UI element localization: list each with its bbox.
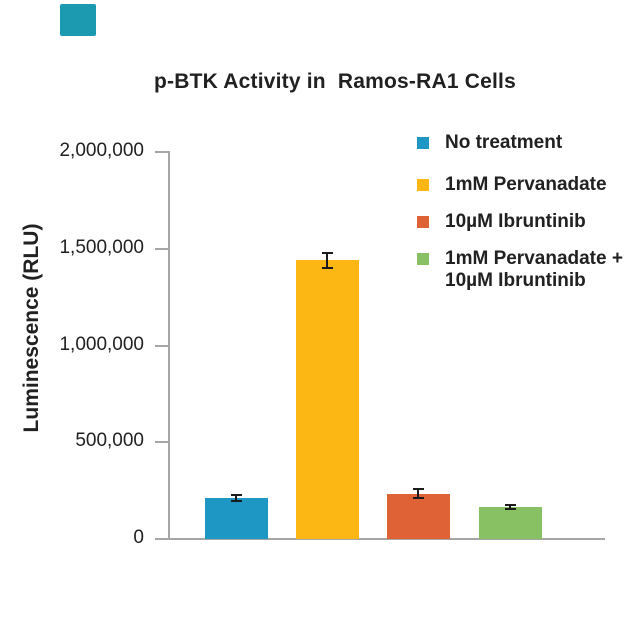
error-bar-cap-bottom [412, 497, 424, 500]
error-bar-cap-bottom [321, 267, 333, 270]
bar-no-treatment [204, 498, 268, 539]
y-tick-label: 2,000,000 [59, 140, 144, 161]
legend-swatch-10um-ibruntinib [417, 216, 429, 228]
legend-label: 1mM Pervanadate + 10µM Ibruntinib [445, 248, 623, 291]
y-tick-label: 1,000,000 [59, 333, 144, 355]
bar-1mm-pervanadate [295, 260, 359, 539]
y-tick [155, 441, 168, 444]
error-bar-cap-top [321, 251, 333, 254]
error-bar-line [509, 505, 511, 509]
y-tick-label: 0 [133, 527, 144, 548]
error-bar-cap-bottom [230, 500, 242, 503]
legend-label: 10µM Ibruntinib [445, 211, 586, 232]
x-axis-line [155, 538, 605, 540]
y-tick [155, 151, 168, 153]
y-tick-label: 1,500,000 [59, 236, 144, 258]
error-bar-cap-top [230, 494, 242, 497]
corner-accent-rect [60, 4, 96, 36]
legend-swatch-pervanadate-plus-ibruntinib [417, 253, 429, 265]
legend-label: No treatment [445, 132, 563, 153]
error-bar-cap-bottom [504, 508, 516, 510]
y-tick [155, 247, 168, 250]
bar-1mm-pervanadate-10-m-ibruntinib [478, 507, 542, 539]
error-bar-line [235, 495, 237, 502]
error-bar-line [326, 252, 328, 269]
error-bar-line [417, 488, 419, 499]
error-bar-cap-top [412, 487, 424, 490]
chart-title: p-BTK Activity in Ramos-RA1 Cells [154, 70, 516, 93]
y-tick-label: 500,000 [75, 430, 144, 452]
bar-10-m-ibruntinib [386, 493, 450, 539]
legend-label: 1mM Pervanadate [445, 174, 607, 195]
legend-swatch-no-treatment [417, 137, 429, 149]
legend-swatch-1mm-pervanadate [417, 179, 429, 191]
error-bar-cap-top [504, 504, 516, 507]
y-axis-line [168, 151, 170, 540]
y-tick [155, 344, 168, 347]
